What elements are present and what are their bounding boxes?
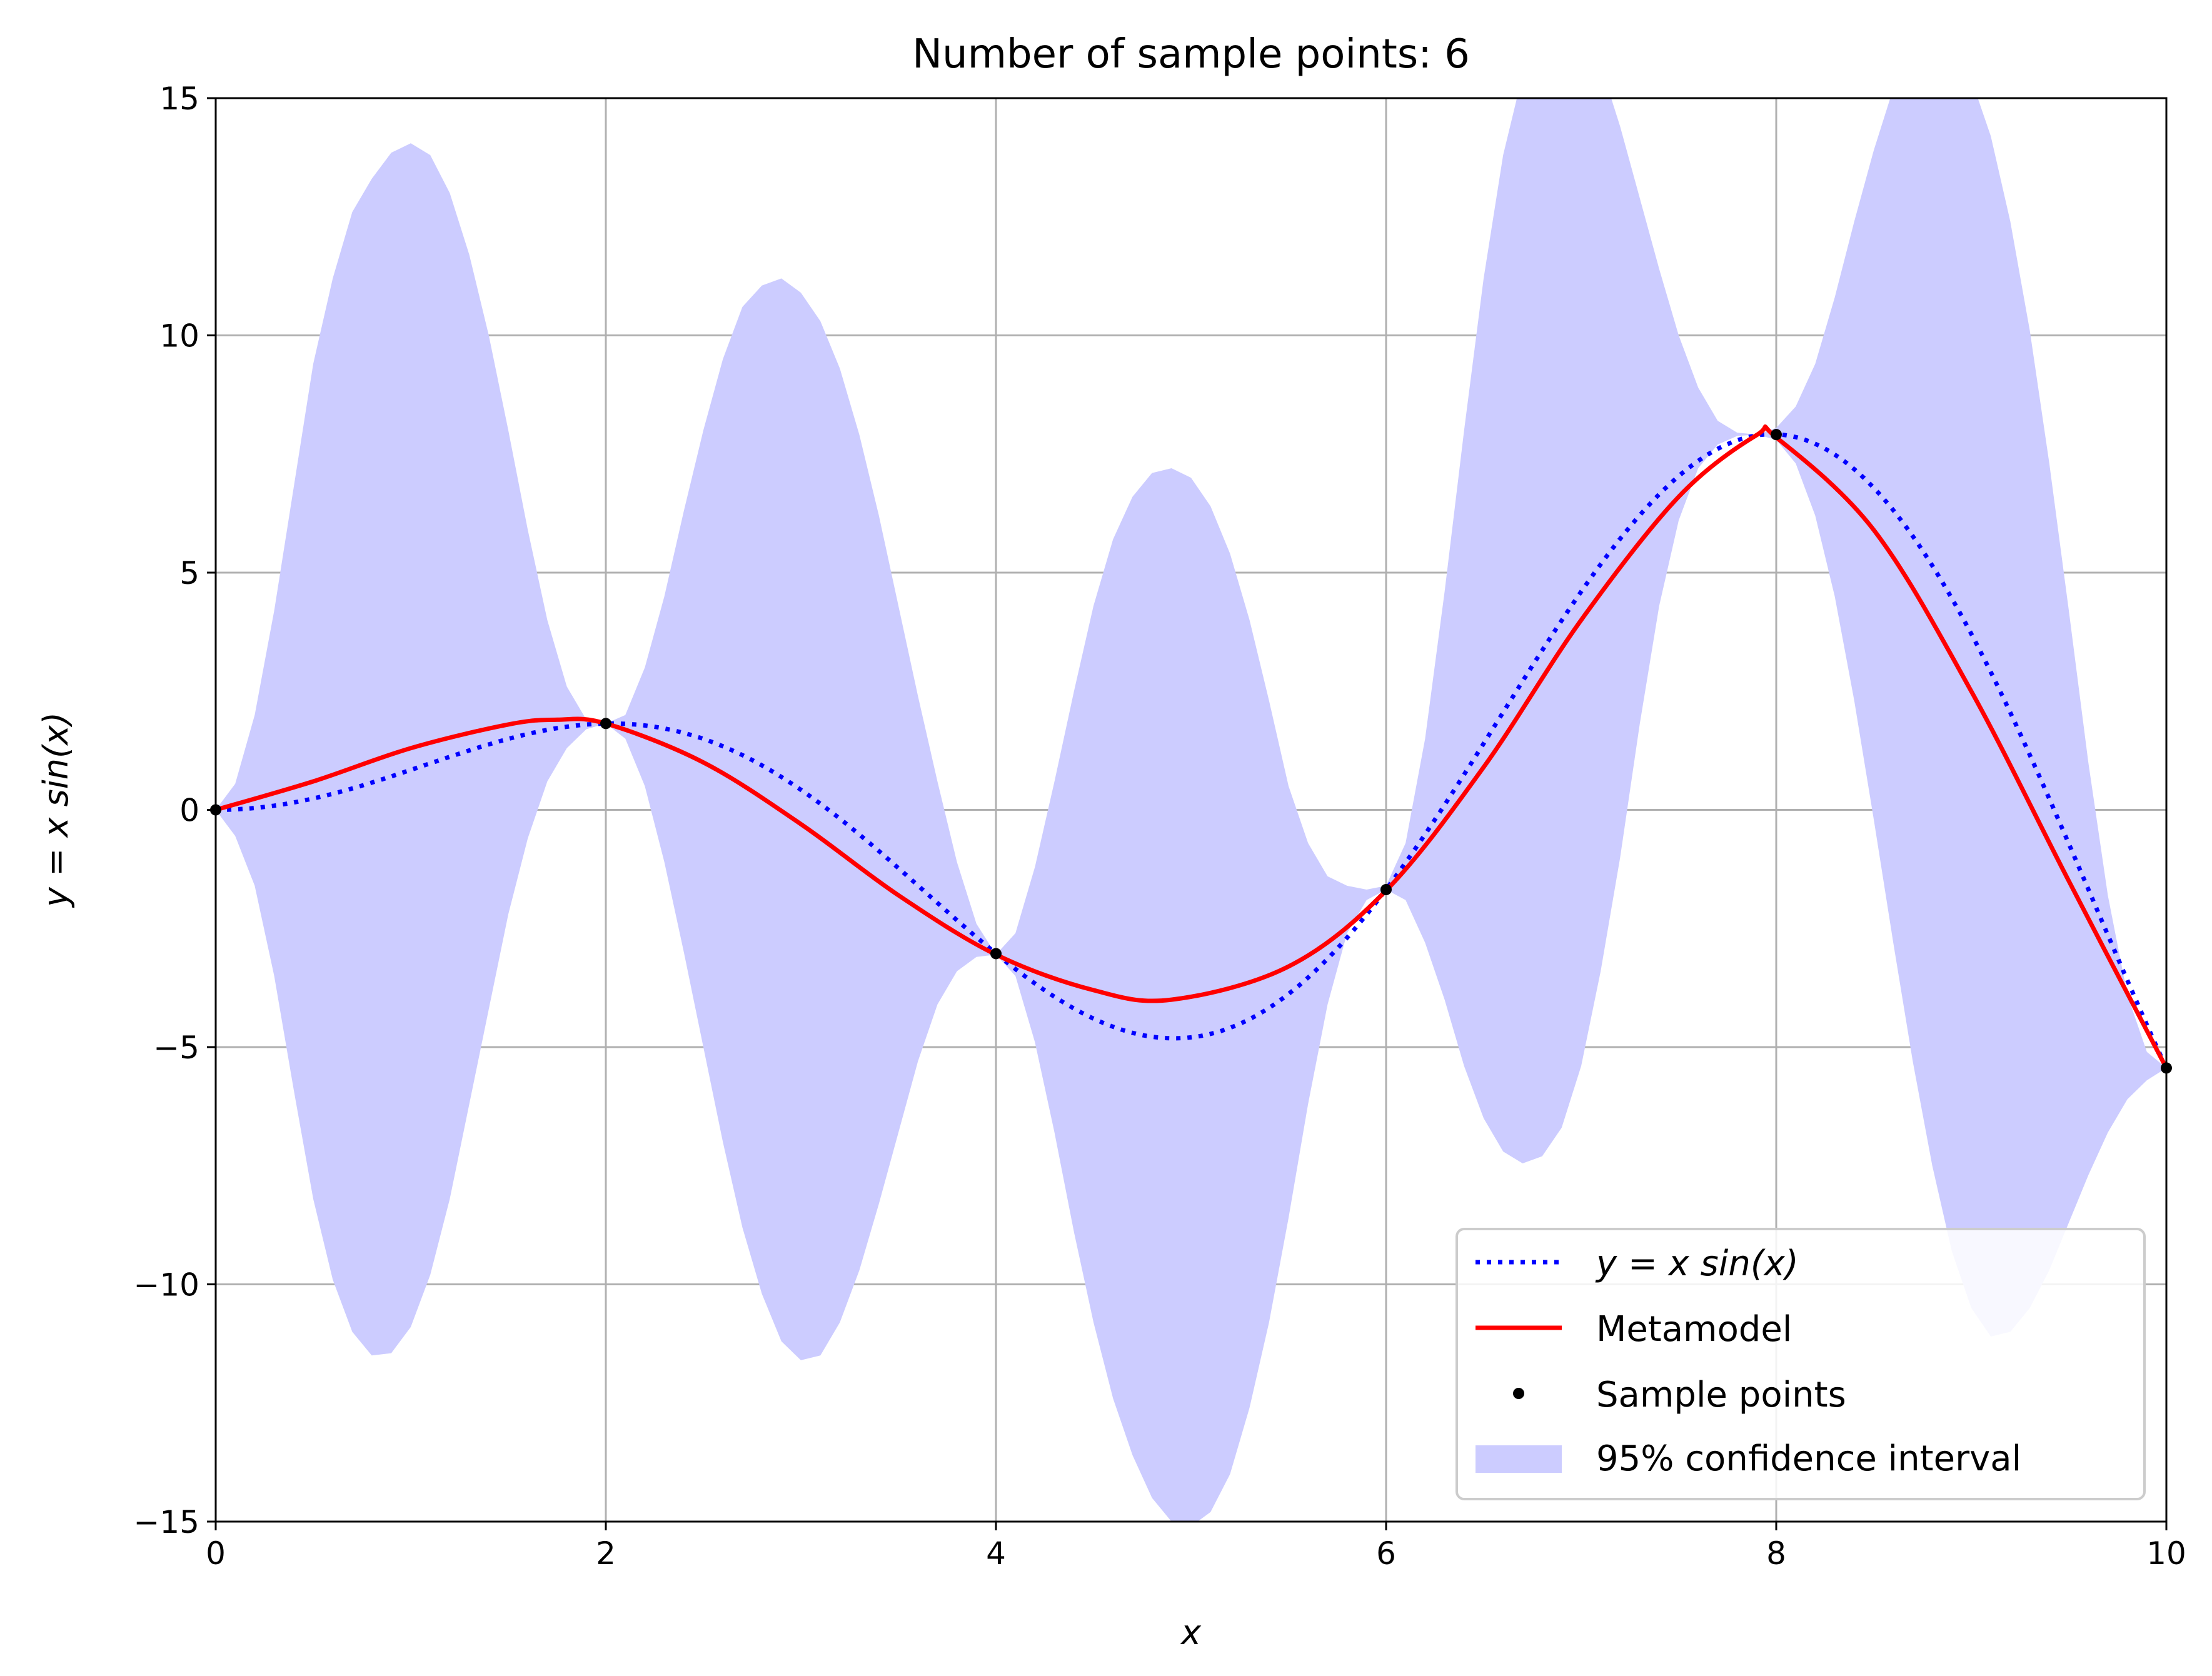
x-tick-label: 10 [2146,1535,2186,1572]
y-axis-label: y = x sin(x) [36,712,76,908]
x-tick-label: 8 [1766,1535,1786,1572]
axis-ticks: 0 2 4 6 8 10 −15 −10 −5 0 5 10 15 [133,81,2186,1572]
chart-title: Number of sample points: 6 [912,31,1470,78]
y-tick-label: −15 [133,1504,199,1540]
y-tick-label: 0 [179,793,199,829]
y-tick-label: 15 [159,81,199,117]
y-tick-label: −5 [153,1030,199,1066]
confidence-interval-area [216,98,2166,1522]
series-lines [216,424,2166,1070]
legend-box [1455,1228,2146,1500]
metamodel-line [216,424,2166,1070]
legend: y = x sin(x) Metamodel Sample points 95%… [1455,1228,2146,1500]
legend-label-function: y = x sin(x) [1595,1243,1799,1284]
legend-label-samples: Sample points [1596,1375,1846,1415]
true-function-line [216,432,2166,1069]
sample-points [210,429,2172,1074]
x-axis-label: x [1180,1613,1202,1652]
x-tick-label: 4 [986,1535,1006,1572]
y-tick-label: 5 [179,555,199,591]
sample-point [1771,429,1782,441]
legend-label-metamodel: Metamodel [1596,1309,1792,1350]
sample-point [600,718,611,730]
legend-swatch-samples [1513,1388,1524,1399]
sample-point [990,948,1002,960]
x-tick-label: 0 [206,1535,226,1572]
x-tick-label: 2 [596,1535,616,1572]
y-tick-label: 10 [159,318,199,354]
legend-swatch-ci [1476,1445,1562,1473]
y-tick-label: −10 [133,1267,199,1303]
legend-label-ci: 95% confidence interval [1596,1438,2021,1479]
x-tick-label: 6 [1376,1535,1396,1572]
confidence-band [216,98,2166,1522]
sample-point [1380,884,1392,896]
